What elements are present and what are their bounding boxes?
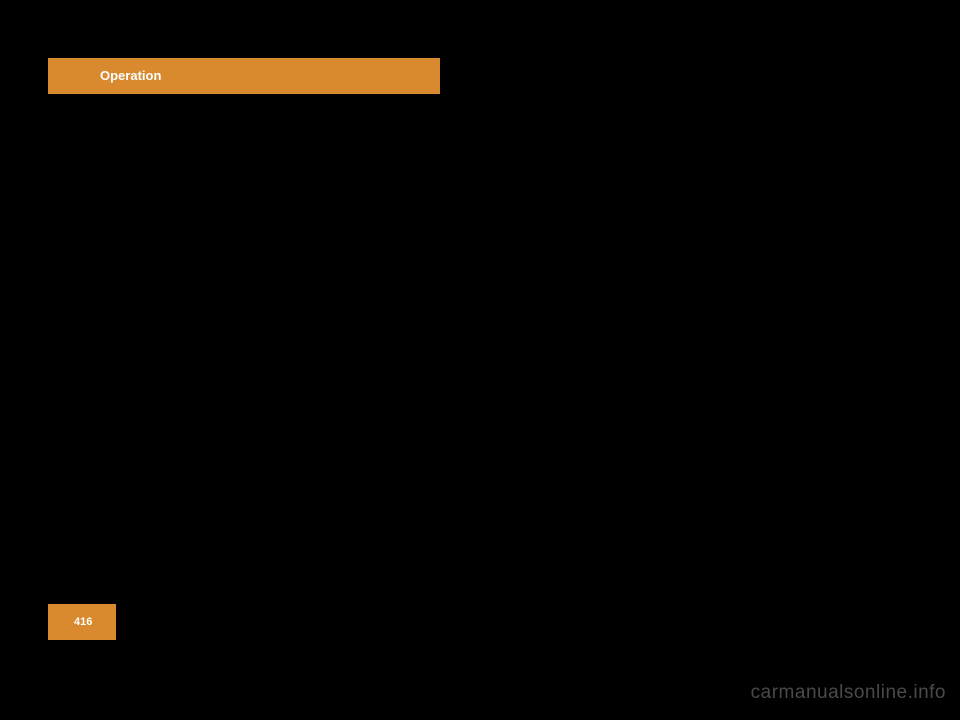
page-number: 416	[74, 616, 92, 628]
watermark-text: carmanualsonline.info	[751, 682, 946, 704]
section-title: Operation	[100, 68, 161, 83]
